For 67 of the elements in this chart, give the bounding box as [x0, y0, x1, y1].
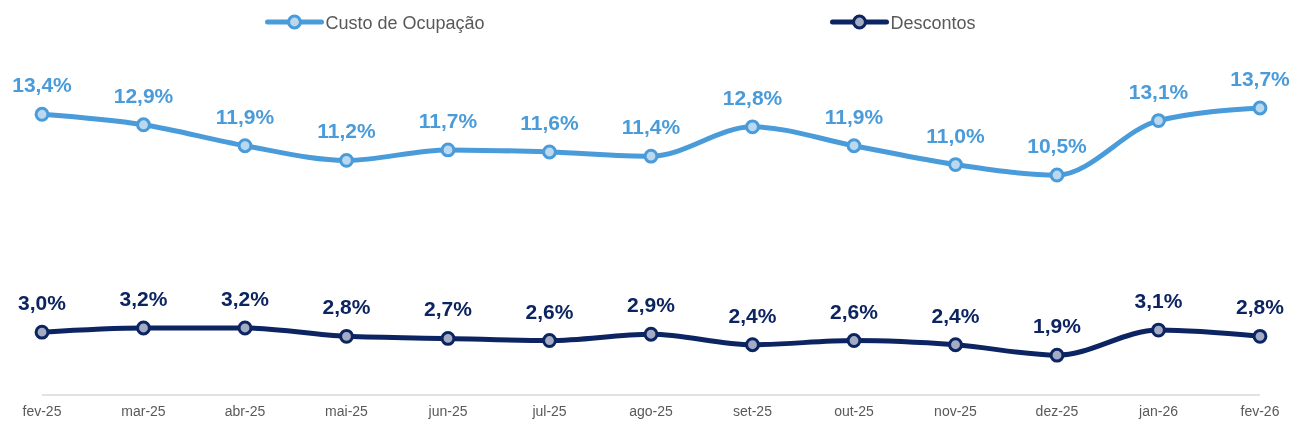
point	[542, 144, 557, 160]
data-label: 2,4%	[728, 303, 777, 327]
data-label: 2,6%	[830, 299, 879, 323]
legend-label: Descontos	[890, 12, 976, 33]
point	[1252, 100, 1268, 116]
x-tick-label: jan-26	[1138, 403, 1179, 419]
point	[1151, 322, 1166, 338]
data-label: 1,9%	[1033, 314, 1082, 338]
point	[440, 142, 456, 158]
point	[948, 337, 963, 353]
data-label: 11,9%	[824, 104, 884, 128]
x-tick-label: fev-25	[22, 403, 62, 419]
point	[643, 148, 659, 164]
point	[136, 117, 151, 133]
data-label: 3,2%	[221, 286, 270, 310]
data-label: 2,8%	[322, 295, 371, 319]
legend-label: Custo de Ocupação	[325, 12, 485, 33]
data-label: 12,8%	[722, 85, 783, 109]
data-label: 13,4%	[12, 73, 73, 97]
x-tick-label: nov-25	[934, 403, 978, 419]
point	[339, 152, 354, 168]
x-tick-label: abr-25	[224, 403, 266, 419]
data-label: 11,2%	[317, 119, 377, 143]
data-label: 2,7%	[424, 297, 473, 321]
data-label: 13,1%	[1128, 79, 1189, 103]
point	[237, 138, 253, 154]
point	[1049, 347, 1065, 363]
point	[745, 337, 760, 353]
point	[136, 320, 151, 336]
point	[339, 328, 354, 344]
data-label: 2,9%	[627, 293, 676, 317]
point	[643, 326, 659, 342]
data-label: 10,5%	[1027, 134, 1088, 158]
data-label: 11,6%	[520, 110, 580, 134]
x-tick-label: dez-25	[1035, 403, 1079, 419]
x-tick-label: mar-25	[121, 403, 166, 419]
x-tick-label: set-25	[733, 403, 773, 419]
x-tick-label: jul-25	[531, 403, 567, 419]
x-tick-label: ago-25	[629, 403, 674, 419]
point	[948, 157, 963, 172]
point	[34, 324, 50, 340]
point	[1252, 328, 1268, 344]
data-label: 3,2%	[119, 286, 168, 310]
point	[542, 333, 557, 348]
x-tick-label: jun-25	[427, 403, 468, 419]
data-label: 12,9%	[113, 83, 174, 107]
data-label: 3,1%	[1134, 289, 1183, 313]
data-label: 11,9%	[215, 104, 275, 128]
x-tick-label: out-25	[834, 403, 875, 419]
data-label: 11,4%	[621, 115, 681, 139]
point	[440, 331, 456, 346]
data-label: 2,6%	[525, 299, 574, 323]
point	[846, 333, 862, 348]
point	[745, 119, 760, 135]
point	[1049, 167, 1065, 183]
point	[34, 106, 50, 122]
data-label: 2,4%	[931, 303, 980, 327]
x-tick-label: fev-26	[1240, 403, 1280, 419]
point	[1151, 113, 1166, 128]
data-label: 3,0%	[18, 291, 67, 315]
data-label: 11,7%	[418, 108, 478, 132]
data-label: 13,7%	[1230, 67, 1291, 90]
data-label: 11,0%	[926, 123, 986, 147]
x-tick-label: mai-25	[325, 403, 369, 419]
point	[846, 138, 862, 154]
point	[237, 320, 253, 336]
data-label: 2,8%	[1236, 295, 1285, 319]
